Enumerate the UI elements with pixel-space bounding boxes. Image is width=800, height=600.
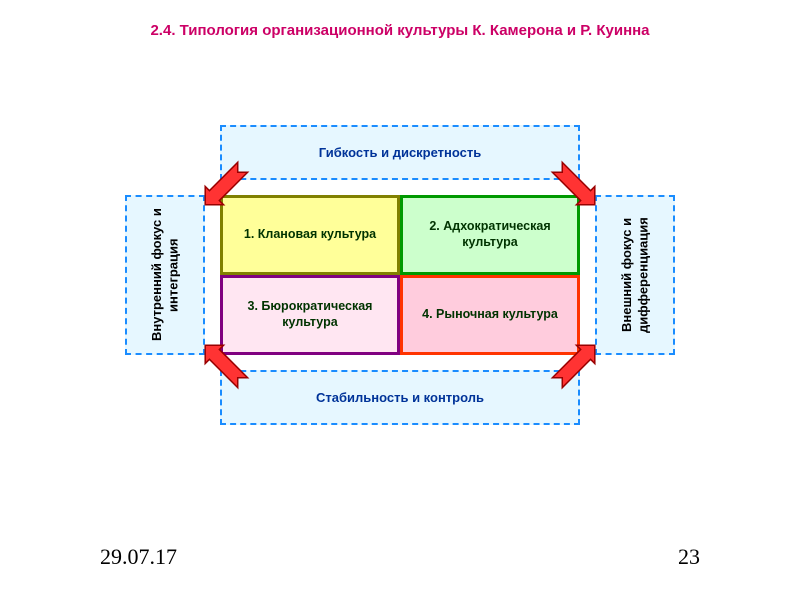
footer-date: 29.07.17 [100,544,177,570]
quadrant-bureaucracy: 3. Бюрократическая культура [220,275,400,355]
axis-right-label: Внешний фокус и дифференциация [619,197,652,353]
quadrant-grid: 1. Клановая культура 2. Адхократическая … [220,195,580,355]
axis-top-flexibility: Гибкость и дискретность [220,125,580,180]
quadrant-market: 4. Рыночная культура [400,275,580,355]
axis-left-label: Внутренний фокус и интеграция [149,197,182,353]
axis-bottom-stability: Стабильность и контроль [220,370,580,425]
axis-right-external: Внешний фокус и дифференциация [595,195,675,355]
page-title: 2.4. Типология организационной культуры … [0,22,800,39]
axis-left-internal: Внутренний фокус и интеграция [125,195,205,355]
quadrant-clan: 1. Клановая культура [220,195,400,275]
footer-page-number: 23 [678,544,700,570]
axis-bottom-label: Стабильность и контроль [316,390,484,405]
axis-top-label: Гибкость и дискретность [319,145,482,160]
cameron-quinn-diagram: Гибкость и дискретность Стабильность и к… [125,125,675,425]
quadrant-adhocracy: 2. Адхократическая культура [400,195,580,275]
